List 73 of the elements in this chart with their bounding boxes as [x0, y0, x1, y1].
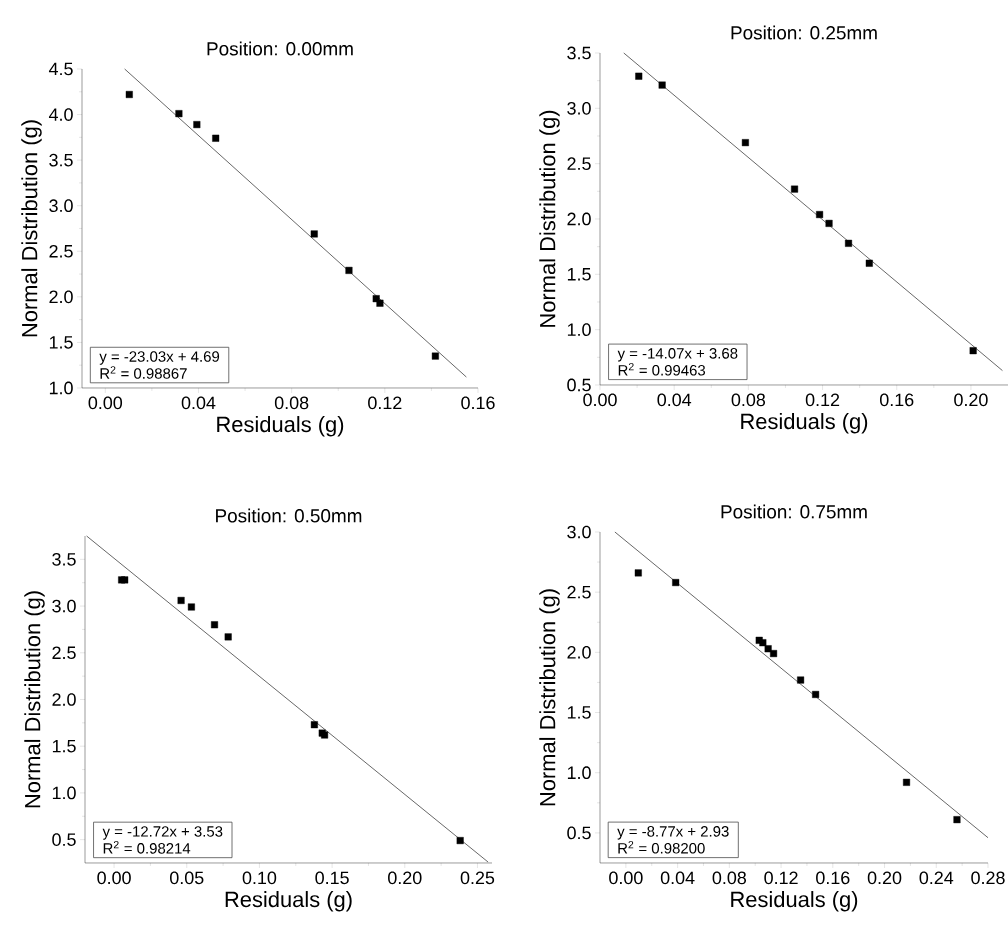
- x-tick-label: 0.00: [609, 871, 643, 885]
- y-tick-label: 2.0: [49, 290, 73, 304]
- x-tick-label: 0.28: [971, 871, 1005, 885]
- x-tick-label: 0.24: [919, 871, 954, 885]
- y-tick-label: 1.5: [49, 336, 73, 349]
- y-tick-label: 0.5: [567, 378, 591, 392]
- y-axis-title: Normal Distribution (g): [539, 589, 560, 806]
- y-tick-label: 1.0: [567, 323, 591, 336]
- y-tick-label: 1.0: [52, 786, 76, 800]
- x-tick-label: 0.25: [460, 871, 495, 885]
- annotation: R$^{2}$ = 0.98867: [100, 366, 187, 379]
- y-tick-label: 2.5: [567, 157, 591, 170]
- annotation: y = -12.72x + 3.53: [102, 826, 223, 840]
- y-tick-label: 3.0: [567, 101, 591, 115]
- y-axis-title: Normal Distribution (g): [539, 110, 560, 327]
- x-tick-label: 0.12: [368, 396, 402, 410]
- y-tick-label: 0.5: [567, 826, 591, 840]
- annotation: y = -8.77x + 2.93: [617, 826, 729, 840]
- y-tick-label: 1.0: [567, 766, 591, 780]
- y-tick-label: 3.5: [49, 153, 73, 167]
- x-tick-label: 0.00: [583, 393, 617, 407]
- x-axis-title: Residuals (g): [217, 416, 344, 437]
- y-axis-title: Normal Distribution (g): [21, 120, 42, 337]
- y-tick-label: 2.5: [52, 646, 76, 660]
- x-tick-label: 0.12: [764, 871, 798, 885]
- x-tick-label: 0.00: [88, 396, 123, 410]
- chart-title: Position: 0.00mm: [207, 41, 353, 56]
- chart-title: Position: 0.50mm: [216, 508, 362, 523]
- x-tick-label: 0.15: [315, 871, 349, 885]
- x-tick-label: 0.20: [867, 871, 902, 885]
- y-tick-label: 1.5: [567, 268, 591, 281]
- annotation: y = -23.03x + 4.69: [99, 351, 220, 365]
- annotation: R$^{2}$ = 0.98200: [618, 840, 705, 854]
- x-tick-label: 0.04: [181, 396, 216, 410]
- x-tick-label: 0.05: [170, 871, 204, 885]
- x-tick-label: 0.08: [731, 393, 766, 407]
- y-tick-label: 4.0: [48, 108, 73, 121]
- x-tick-label: 0.08: [274, 396, 309, 410]
- x-tick-label: 0.20: [388, 871, 422, 885]
- y-tick-label: 3.5: [52, 552, 76, 566]
- x-axis-title: Residuals (g): [225, 891, 352, 912]
- chart-title: Position: 0.25mm: [731, 25, 877, 40]
- x-axis-title: Residuals (g): [731, 891, 858, 912]
- x-tick-label: 0.16: [461, 396, 495, 410]
- y-tick-label: 0.5: [52, 833, 76, 846]
- y-tick-label: 2.0: [52, 693, 76, 706]
- x-tick-label: 0.08: [712, 871, 747, 885]
- x-tick-label: 0.04: [657, 393, 692, 407]
- annotation: R$^{2}$ = 0.98214: [103, 841, 191, 854]
- y-tick-label: 3.0: [567, 525, 591, 539]
- x-tick-label: 0.16: [816, 871, 850, 885]
- annotation: R$^{2}$ = 0.99463: [618, 362, 706, 376]
- x-tick-label: 0.12: [805, 393, 840, 407]
- y-tick-label: 3.0: [52, 599, 76, 613]
- y-tick-label: 1.5: [567, 706, 591, 719]
- y-tick-label: 2.0: [567, 645, 591, 659]
- y-tick-label: 2.5: [567, 585, 591, 599]
- y-tick-label: 3.0: [49, 199, 73, 213]
- x-tick-label: 0.16: [879, 393, 914, 407]
- x-tick-label: 0.00: [97, 871, 131, 885]
- x-tick-label: 0.04: [660, 871, 695, 885]
- y-tick-label: 3.5: [567, 46, 591, 60]
- y-tick-label: 4.5: [48, 62, 73, 76]
- x-tick-label: 0.20: [954, 393, 988, 407]
- y-tick-label: 1.0: [49, 381, 73, 395]
- annotation: y = -14.07x + 3.68: [617, 348, 738, 362]
- chart-title: Position: 0.75mm: [721, 504, 867, 519]
- y-tick-label: 1.5: [52, 739, 76, 753]
- y-axis-title: Normal Distribution (g): [24, 591, 45, 808]
- y-tick-label: 2.5: [49, 244, 73, 258]
- y-tick-label: 2.0: [567, 212, 591, 226]
- x-tick-label: 0.10: [242, 871, 277, 885]
- x-axis-title: Residuals (g): [741, 413, 868, 434]
